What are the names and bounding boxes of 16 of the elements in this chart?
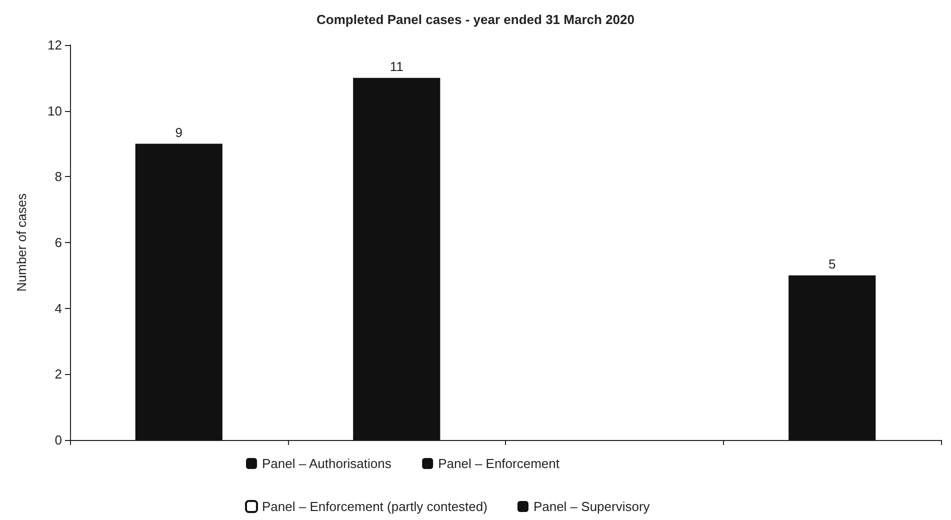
y-tick-label: 2 [54, 366, 62, 382]
y-tick-label: 0 [54, 432, 62, 448]
y-tick-label: 8 [54, 169, 62, 184]
data-label: 9 [175, 124, 182, 140]
legend-label: Panel – Supervisory [533, 499, 650, 514]
data-label: 11 [390, 58, 404, 74]
legend-label: Panel – Enforcement [438, 456, 560, 471]
y-tick-label: 12 [48, 38, 62, 52]
legend-label: Panel – Enforcement (partly contested) [262, 499, 488, 514]
y-tick-label: 4 [54, 300, 62, 316]
chart-title: Completed Panel cases - year ended 31 March 2020 [316, 12, 634, 27]
data-label: 5 [828, 256, 836, 272]
y-axis-title: Number of cases [14, 192, 29, 292]
y-tick-label: 6 [54, 235, 62, 250]
legend-label: Panel – Authorisations [262, 456, 392, 471]
y-tick-label: 10 [48, 103, 62, 118]
